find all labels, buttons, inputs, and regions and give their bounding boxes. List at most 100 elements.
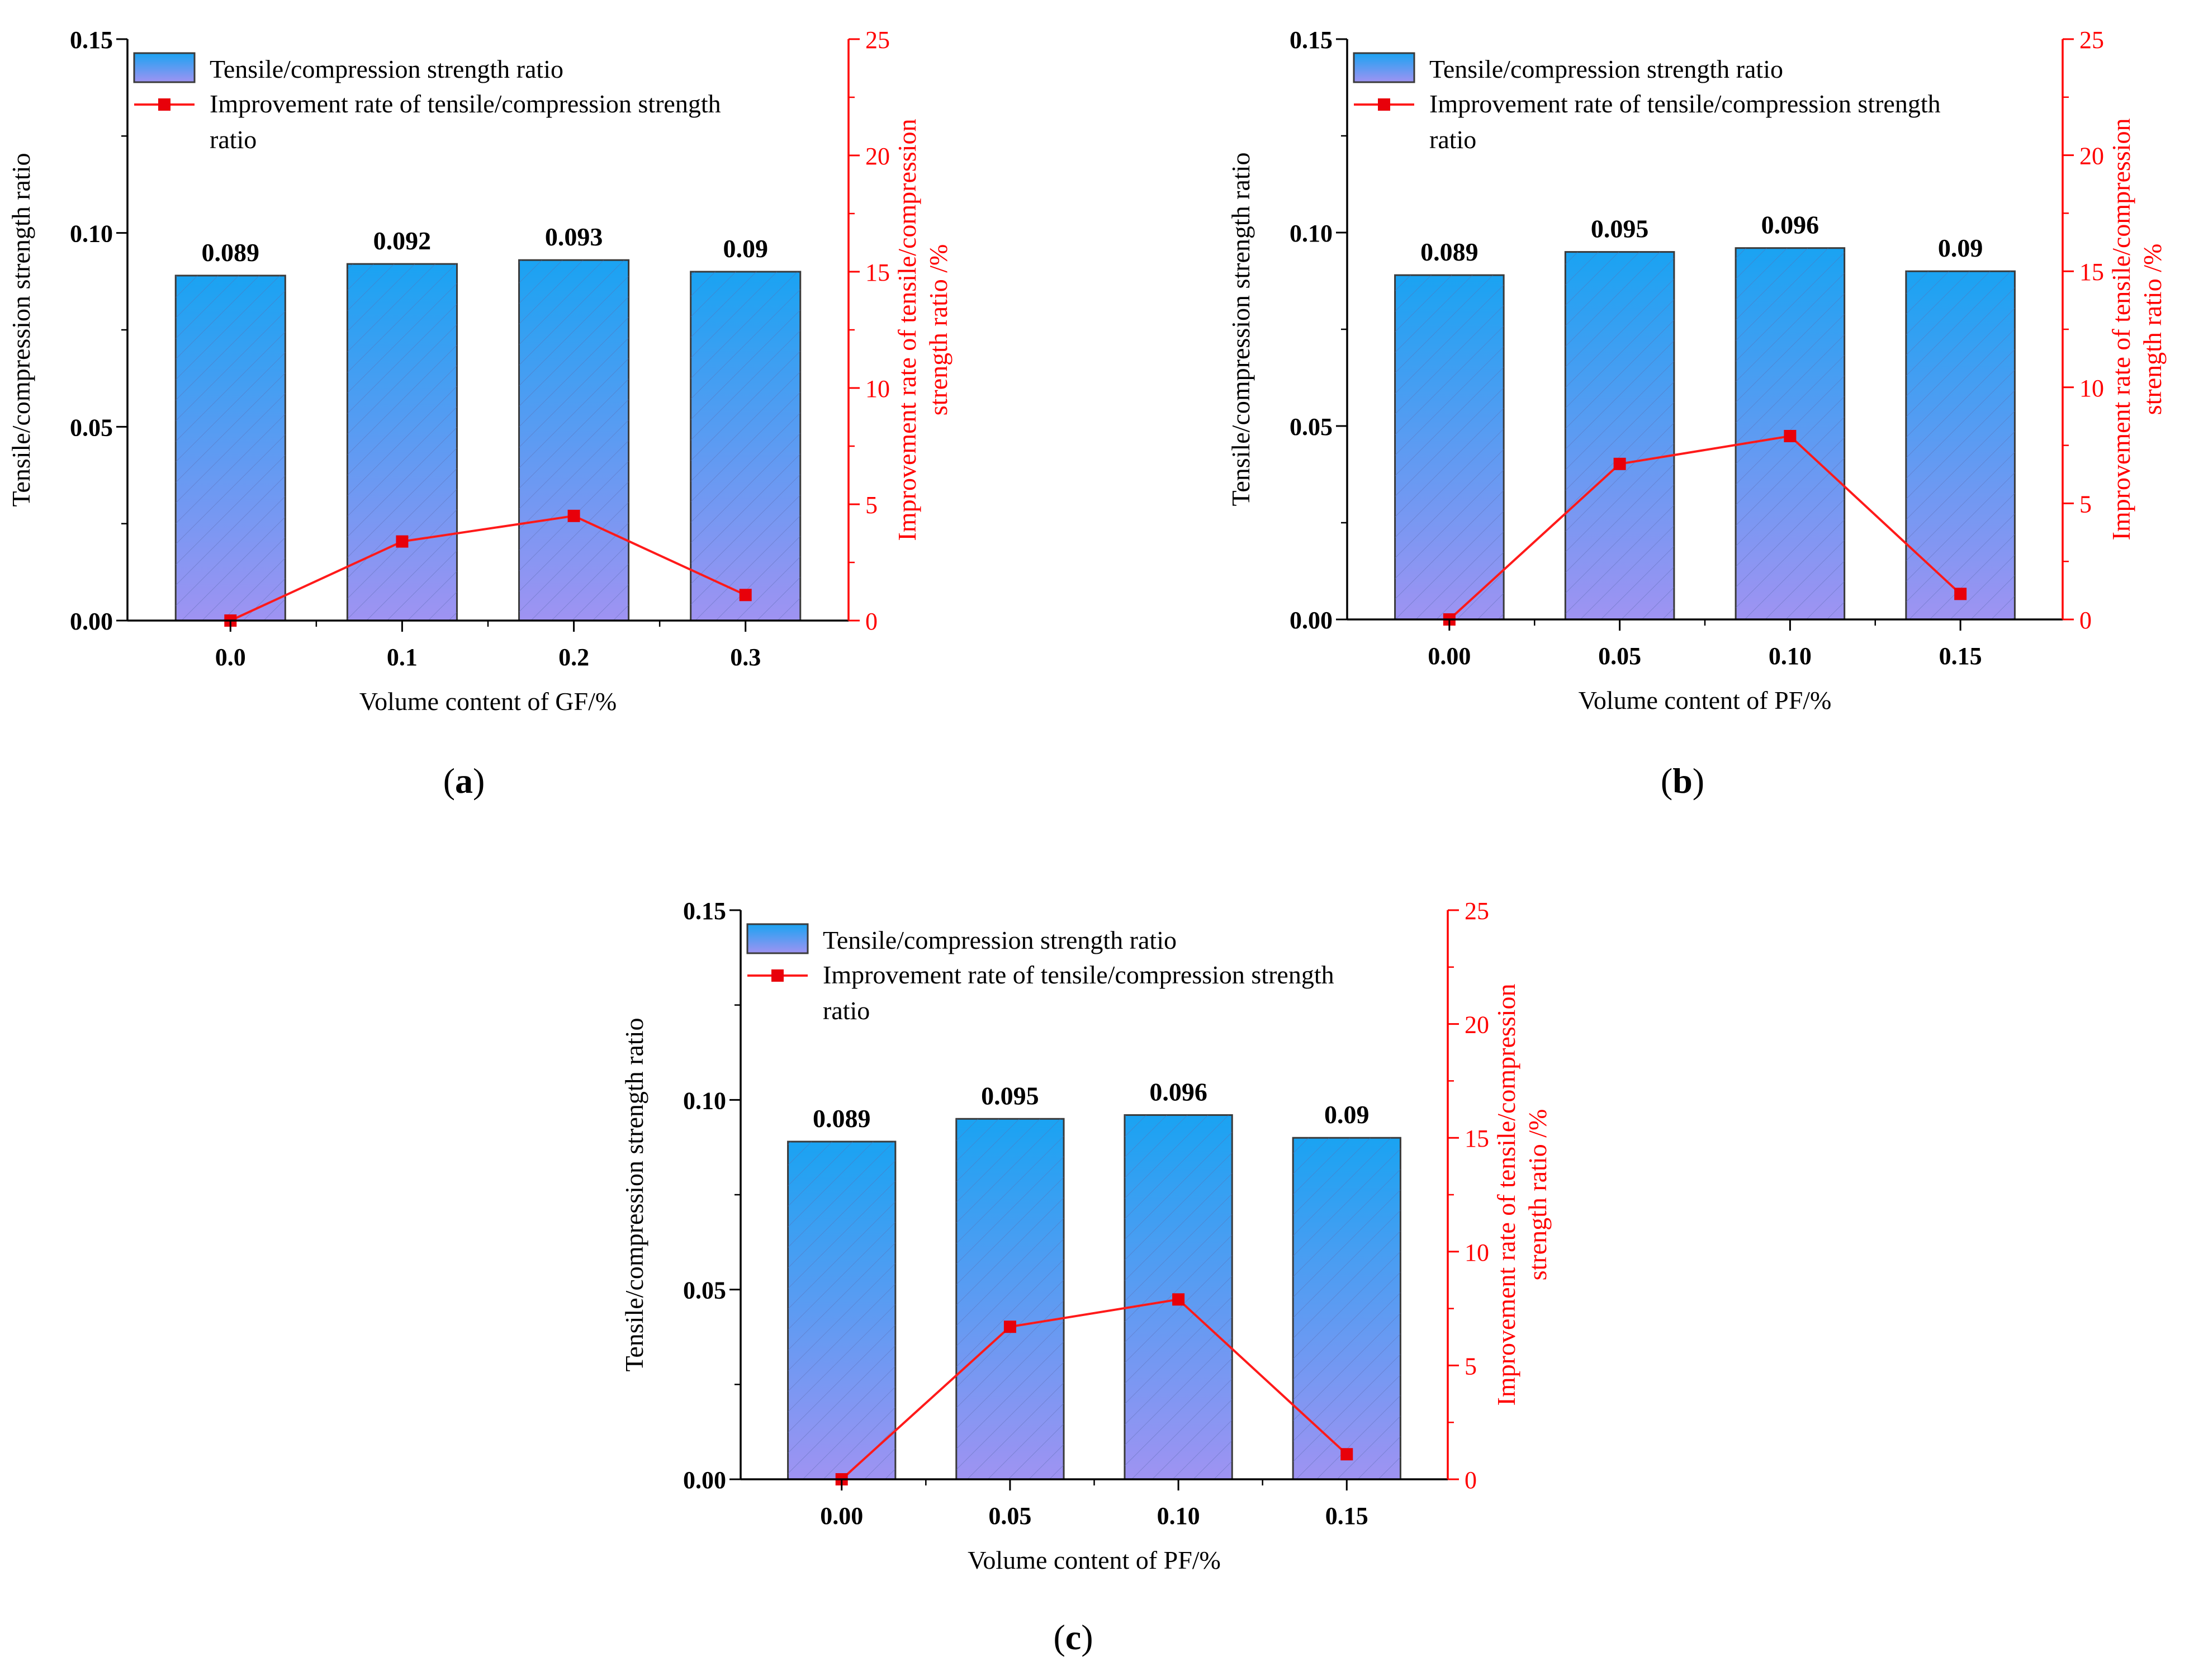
improvement-rate-line — [230, 514, 746, 622]
right-tick-label: 10 — [2079, 375, 2104, 402]
line-marker — [1954, 588, 1967, 600]
right-axis-title-line: Improvement rate of tensile/compression — [893, 119, 921, 541]
bar-hatch — [347, 264, 457, 621]
right-tick-label: 15 — [865, 259, 890, 286]
right-tick-label: 0 — [2079, 607, 2092, 634]
left-tick-label: 0.15 — [1290, 26, 1333, 54]
legend-line-marker-icon — [158, 98, 170, 111]
chart-panel-c: 0.089 0.095 0.096 0.09 0.00 0.05 0.10 0.15 0 5 10 1… — [620, 897, 1552, 1657]
right-axis-title: Improvement rate of tensile/compression s… — [2107, 119, 2167, 541]
line-marker — [396, 535, 409, 548]
line-marker — [1172, 1293, 1185, 1306]
right-tick-label: 10 — [1465, 1239, 1489, 1266]
right-tick-label: 25 — [865, 26, 890, 54]
bar-hatch — [1293, 1138, 1401, 1479]
bar-value-label: 0.089 — [1420, 238, 1479, 266]
left-tick-label: 0.05 — [683, 1277, 726, 1304]
bar-value-label: 0.095 — [981, 1081, 1039, 1110]
left-tick-label: 0.10 — [70, 220, 113, 248]
left-tick-label: 0.00 — [70, 608, 113, 635]
x-tick-label: 0.2 — [558, 643, 589, 671]
legend-label-line: Improvement rate of tensile/compression … — [823, 960, 1334, 989]
right-axis-title-line: Improvement rate of tensile/compression — [1492, 984, 1520, 1406]
x-axis-title: Volume content of PF/% — [968, 1546, 1221, 1574]
bar-value-label: 0.09 — [1938, 234, 1983, 262]
legend-label-bars: Tensile/compression strength ratio — [210, 55, 563, 83]
legend-label-bars: Tensile/compression strength ratio — [823, 926, 1177, 954]
x-tick-label: 0.15 — [1939, 642, 1982, 670]
x-tick-label: 0.3 — [730, 643, 761, 671]
right-tick-label: 5 — [865, 491, 878, 519]
left-tick-label: 0.10 — [1290, 220, 1333, 247]
panel-caption-close: ) — [1081, 1617, 1093, 1657]
panel-caption: (b) — [1661, 761, 1704, 801]
line-marker — [567, 509, 580, 522]
bar-value-label: 0.093 — [545, 223, 603, 251]
panel-caption-open: ( — [1661, 761, 1672, 801]
right-tick-label: 20 — [1465, 1011, 1489, 1039]
right-tick-label: 25 — [1465, 897, 1489, 925]
x-axis-title: Volume content of GF/% — [359, 687, 617, 716]
panel-caption-letter: c — [1065, 1617, 1081, 1657]
legend-line-marker-icon — [771, 969, 784, 982]
bar-hatch — [1565, 252, 1674, 620]
panel-caption-close: ) — [473, 761, 485, 801]
legend-label-line: Improvement rate of tensile/compression … — [1429, 89, 1941, 118]
left-tick-label: 0.00 — [683, 1466, 726, 1494]
bar-value-label: 0.096 — [1761, 211, 1819, 239]
left-tick-label: 0.15 — [683, 897, 726, 925]
line-marker — [739, 589, 752, 602]
legend-label-line: Improvement rate of tensile/compression … — [210, 89, 721, 118]
bar-hatch — [1906, 271, 2015, 619]
x-tick-label: 0.05 — [1598, 642, 1641, 670]
bar-hatch — [788, 1141, 895, 1479]
right-tick-label: 5 — [2079, 490, 2092, 518]
right-axis-title-line: Improvement rate of tensile/compression — [2107, 119, 2135, 541]
left-tick-label: 0.10 — [683, 1087, 726, 1114]
left-axis-title: Tensile/compression strength ratio — [7, 153, 35, 507]
bar-value-label: 0.095 — [1591, 215, 1649, 243]
left-axis-title: Tensile/compression strength ratio — [1226, 153, 1255, 507]
bar-value-label: 0.096 — [1149, 1077, 1207, 1106]
right-tick-label: 25 — [2079, 26, 2104, 54]
left-tick-label: 0.00 — [1290, 607, 1333, 634]
right-axis-title: Improvement rate of tensile/compression s… — [893, 119, 953, 541]
legend-line-marker-icon — [1378, 98, 1390, 111]
bar-hatch — [176, 275, 286, 621]
chart-panel-b: 0.089 0.095 0.096 0.09 0.00 0.05 0.10 0.15 0 5 10 1… — [1226, 26, 2167, 801]
bar-hatch — [1395, 275, 1504, 619]
x-tick-label: 0.05 — [988, 1502, 1031, 1530]
improvement-rate-line — [841, 1298, 1348, 1480]
panel-caption-open: ( — [1053, 1617, 1065, 1657]
right-tick-label: 15 — [1465, 1125, 1489, 1152]
right-axis-title-line: strength ratio /% — [924, 244, 953, 416]
bar-value-label: 0.09 — [723, 234, 768, 263]
bar-value-label: 0.09 — [1324, 1100, 1370, 1129]
right-axis-title-line: strength ratio /% — [2138, 244, 2167, 415]
x-tick-label: 0.00 — [1428, 642, 1471, 670]
panel-caption: (a) — [443, 761, 485, 801]
legend-label-bars: Tensile/compression strength ratio — [1429, 55, 1783, 83]
left-tick-label: 0.15 — [70, 26, 113, 54]
line-marker — [1784, 429, 1797, 442]
improvement-rate-line — [1448, 434, 1961, 621]
bar-hatch — [690, 272, 800, 621]
x-tick-label: 0.10 — [1769, 642, 1812, 670]
line-marker — [1613, 457, 1626, 470]
x-tick-label: 0.00 — [820, 1502, 863, 1530]
panel-caption-open: ( — [443, 761, 455, 801]
right-tick-label: 0 — [1465, 1466, 1477, 1494]
right-axis-title: Improvement rate of tensile/compression s… — [1492, 984, 1552, 1406]
x-tick-label: 0.10 — [1157, 1502, 1200, 1530]
x-tick-label: 0.1 — [387, 643, 418, 671]
right-tick-label: 15 — [2079, 258, 2104, 286]
bar-hatch — [519, 260, 629, 621]
right-tick-label: 5 — [1465, 1352, 1477, 1380]
chart-panel-a: 0.089 0.092 0.093 0.09 0.00 0.05 0.10 0.15 0 5 10 1… — [7, 26, 953, 801]
x-tick-label: 0.0 — [215, 643, 246, 671]
panel-caption-letter: a — [455, 761, 473, 801]
legend-bar-swatch-icon — [1353, 52, 1415, 83]
left-tick-label: 0.05 — [70, 414, 113, 441]
